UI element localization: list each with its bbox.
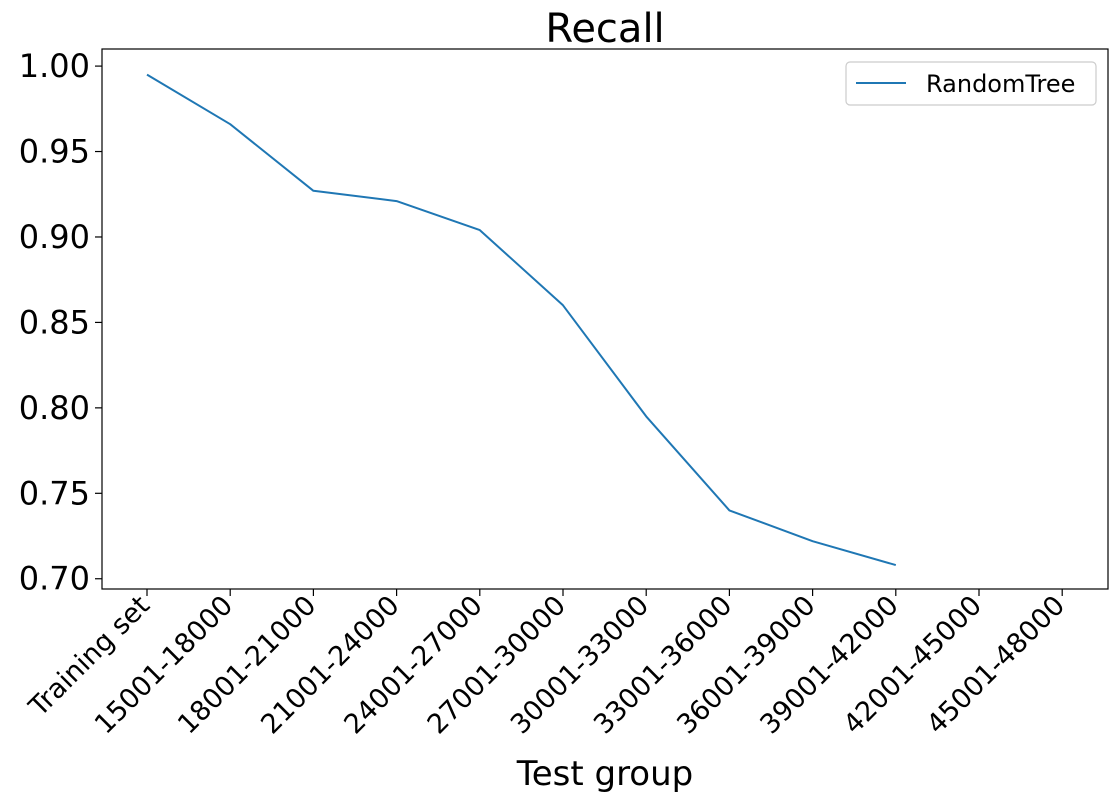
y-tick-label: 0.85 xyxy=(19,303,90,341)
plot-frame xyxy=(101,48,1109,590)
chart-title: Recall xyxy=(545,6,664,52)
series-line-randomtree xyxy=(146,73,897,567)
y-tick-label: 0.90 xyxy=(19,218,90,256)
series-layer xyxy=(146,73,897,567)
legend: RandomTree xyxy=(845,61,1097,106)
y-tick-label: 0.75 xyxy=(19,474,90,512)
legend-box xyxy=(845,61,1097,106)
x-axis: Training set15001-1800018001-2100021001-… xyxy=(23,589,1071,740)
y-tick-label: 0.95 xyxy=(19,133,90,171)
legend-label-randomtree: RandomTree xyxy=(926,70,1075,98)
y-tick-label: 1.00 xyxy=(19,47,90,85)
y-axis: 0.70 0.75 0.80 0.85 0.90 0.95 1.00 xyxy=(19,47,102,598)
x-axis-label: Test group xyxy=(516,754,694,794)
y-tick-label: 0.70 xyxy=(19,560,90,598)
y-tick-label: 0.80 xyxy=(19,389,90,427)
